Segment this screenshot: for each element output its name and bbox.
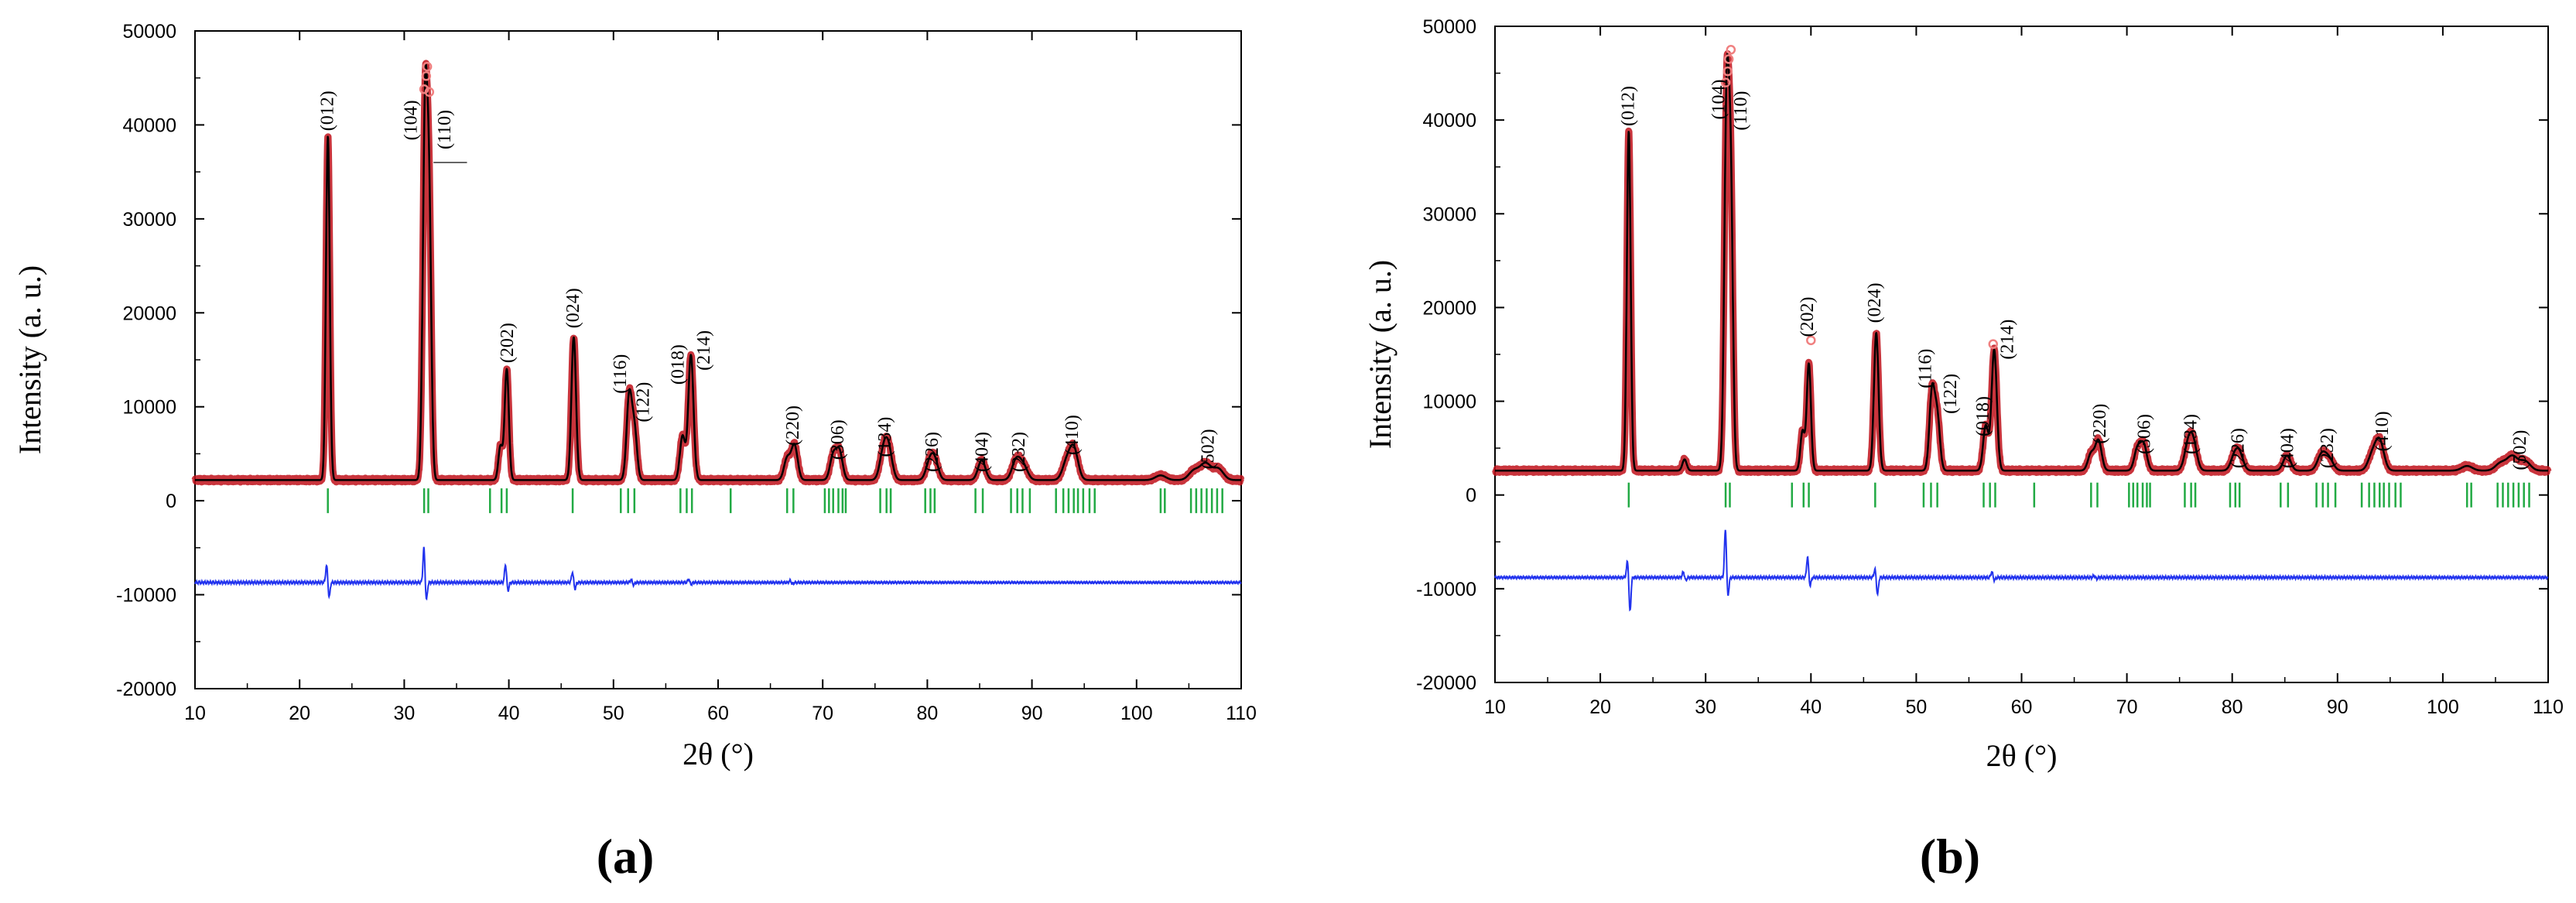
calculated-profile-series (194, 63, 1242, 481)
x-tick-label: 100 (2427, 696, 2459, 718)
peak-label: (410) (2372, 411, 2393, 451)
observed-point (1806, 335, 1816, 346)
x-tick-label: 60 (2011, 696, 2033, 718)
x-tick-label: 30 (1695, 696, 1716, 718)
panel-a: -20000 -10000 0 10000 20000 30000 40000 50000 10… (12, 21, 1257, 771)
x-tick-label: 20 (1589, 696, 1611, 718)
peak-label: (104) (402, 100, 422, 140)
x-tick-label: 70 (2116, 696, 2138, 718)
x-tick-label: 90 (2327, 696, 2349, 718)
x-axis-title: 2θ (°) (682, 737, 754, 771)
peak-label: (306) (828, 419, 848, 460)
calculated-profile-series (1494, 52, 2549, 472)
peak-label: (122) (634, 382, 654, 422)
observed-point (422, 61, 433, 72)
peak-label: (116) (1915, 349, 1935, 388)
x-tick-label: 60 (707, 703, 729, 724)
peak-label: (116) (611, 354, 631, 394)
x-tick-label: 50 (603, 703, 624, 724)
y-tick-label: 40000 (1422, 110, 1476, 132)
y-tick-label: -20000 (1416, 672, 1476, 694)
peak-label: (404) (2277, 428, 2297, 468)
peak-label: (502) (2510, 430, 2530, 470)
y-tick-label: 20000 (122, 303, 176, 324)
peak-label: (122) (1941, 374, 1961, 414)
x-tick-label: 80 (2222, 696, 2243, 718)
x-tick-label: 30 (393, 703, 415, 724)
x-tick-label: 100 (1120, 703, 1153, 724)
peak-label: (012) (1618, 86, 1638, 126)
peak-label: (202) (1798, 297, 1818, 337)
peak-label: (134) (875, 417, 895, 457)
caption-a: (a) (597, 829, 655, 884)
observed-point (1726, 45, 1736, 55)
caption-b: (b) (1920, 829, 1980, 884)
x-tick-label: 40 (498, 703, 520, 724)
y-tick-label: 50000 (122, 21, 176, 43)
observed-point (1720, 77, 1731, 87)
peak-label: (110) (435, 110, 455, 149)
peak-label: (232) (2318, 428, 2338, 468)
difference-curve-series (1494, 529, 2549, 612)
peak-label: (306) (2134, 414, 2154, 454)
peak-label: (226) (922, 432, 942, 472)
peak-label: (018) (668, 344, 688, 385)
x-tick-label: 110 (1226, 703, 1257, 724)
y-tick-label: -10000 (1416, 579, 1476, 600)
peak-label: (110) (1731, 91, 1751, 130)
y-tick-label: 30000 (1422, 204, 1476, 225)
y-tick-label: -20000 (116, 679, 176, 700)
observed-point (1722, 66, 1733, 77)
x-tick-label: 10 (1484, 696, 1506, 718)
x-tick-label: 80 (916, 703, 938, 724)
x-axis-title: 2θ (°) (1986, 738, 2058, 773)
observed-point (419, 84, 429, 94)
x-tick-label: 70 (812, 703, 833, 724)
y-tick-label: 40000 (122, 115, 176, 136)
difference-curve-series (194, 546, 1242, 601)
observed-point (1723, 54, 1734, 64)
peak-label: (232) (1009, 432, 1029, 472)
observed-point (1988, 339, 1999, 349)
peak-label: (024) (1865, 282, 1885, 323)
peak-label: (410) (1062, 415, 1083, 455)
x-tick-label: 90 (1021, 703, 1043, 724)
peak-label: (226) (2229, 428, 2249, 468)
peak-label: (134) (2181, 414, 2201, 454)
observed-point (421, 71, 432, 81)
y-tick-label: 10000 (122, 397, 176, 419)
y-tick-label: 20000 (1422, 297, 1476, 319)
peak-label: (104) (1709, 79, 1729, 119)
peak-label: (024) (563, 288, 583, 328)
panel-b: -20000 -10000 0 10000 20000 30000 40000 50000 10… (1363, 16, 2564, 773)
y-tick-label: 10000 (1422, 392, 1476, 413)
peak-label: (220) (783, 405, 803, 446)
peak-label: (214) (1997, 320, 2017, 360)
peak-label: (404) (973, 432, 993, 472)
peak-label: (502) (1199, 429, 1219, 469)
y-tick-label: 0 (166, 491, 176, 512)
y-tick-label: 50000 (1422, 16, 1476, 38)
peak-label: (202) (498, 323, 518, 363)
peak-label: (012) (317, 91, 337, 131)
x-tick-label: 10 (184, 703, 206, 724)
peak-label: (214) (694, 330, 714, 371)
x-tick-label: 40 (1800, 696, 1822, 718)
peak-label: (018) (1973, 396, 1993, 436)
y-axis-title: Intensity (a. u.) (12, 265, 47, 454)
y-tick-label: 0 (1466, 485, 1476, 507)
y-tick-label: 30000 (122, 209, 176, 231)
peak-label: (220) (2090, 404, 2110, 444)
y-tick-label: -10000 (116, 585, 176, 607)
x-tick-label: 20 (289, 703, 310, 724)
y-axis-title: Intensity (a. u.) (1363, 260, 1397, 449)
x-tick-label: 110 (2533, 696, 2564, 718)
x-tick-label: 50 (1905, 696, 1927, 718)
